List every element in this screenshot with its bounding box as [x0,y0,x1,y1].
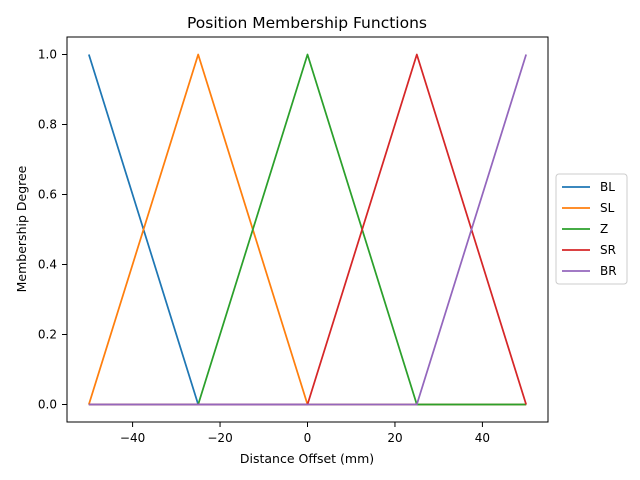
chart-title: Position Membership Functions [187,14,427,32]
x-tick-label: 0 [304,431,312,445]
series-line-sl [88,53,527,406]
series-line-bl [88,54,527,406]
y-tick-label: 0.0 [38,398,57,412]
x-tick-label: −20 [207,431,232,445]
y-axis-ticks: 0.0 0.2 0.4 0.6 0.8 1.0 [38,48,67,412]
x-tick-label: −40 [120,431,145,445]
series-line-z [88,53,527,406]
legend-box [555,173,628,285]
legend-label-z: Z [600,222,608,236]
y-tick-label: 0.2 [38,328,57,342]
x-axis-label: Distance Offset (mm) [240,451,374,466]
x-axis-ticks: −40 −20 0 20 40 [120,422,490,445]
legend-label-sl: SL [600,201,615,215]
y-tick-label: 1.0 [38,48,57,62]
plot-area [88,53,527,406]
y-tick-label: 0.8 [38,118,57,132]
legend-label-br: BR [600,264,617,278]
series-line-sr [88,53,527,406]
plot-frame [66,36,549,423]
y-axis-label: Membership Degree [14,165,29,292]
x-tick-label: 20 [387,431,402,445]
y-tick-label: 0.4 [38,258,57,272]
legend: BL SL Z SR BR [555,173,628,285]
legend-label-bl: BL [600,180,615,194]
x-tick-label: 40 [475,431,490,445]
y-tick-label: 0.6 [38,188,57,202]
series-line-br [88,54,527,406]
legend-label-sr: SR [600,243,616,257]
